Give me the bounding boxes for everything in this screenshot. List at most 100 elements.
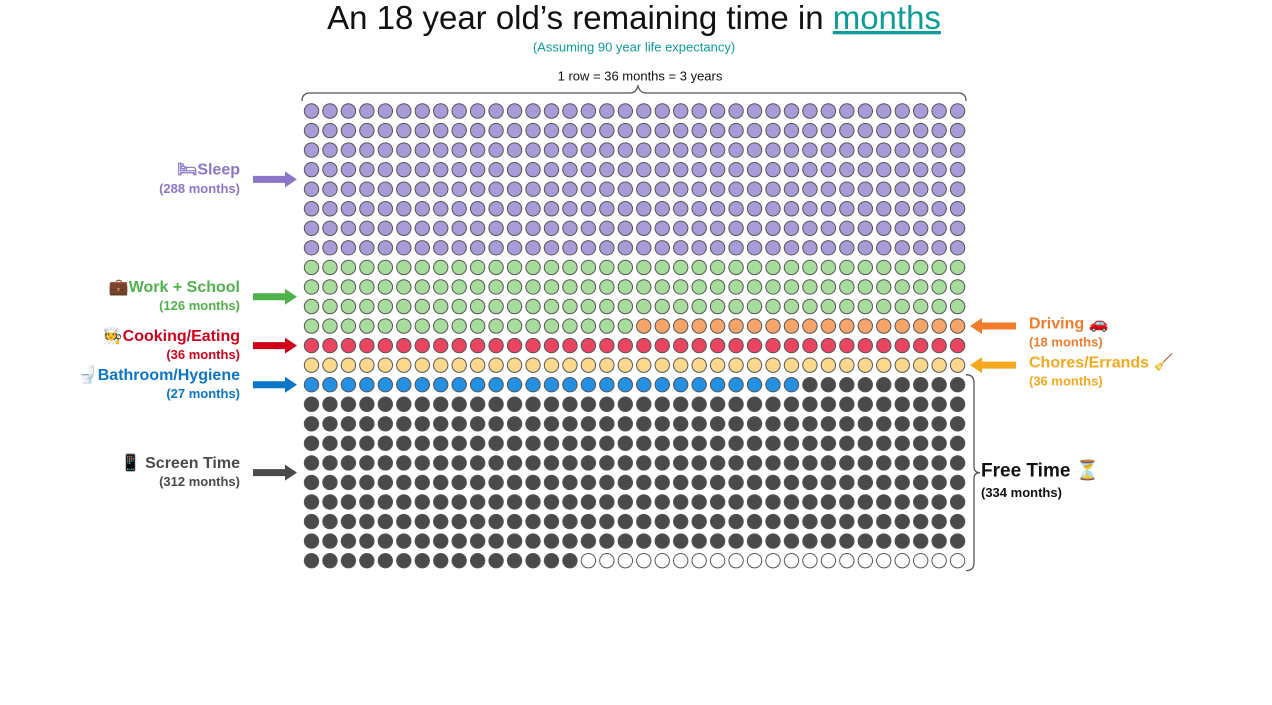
month-dot	[839, 455, 855, 471]
month-dot	[802, 474, 818, 491]
month-dot	[894, 318, 910, 334]
month-dot	[728, 181, 744, 197]
month-dot	[359, 357, 375, 373]
month-dot	[931, 279, 947, 295]
month-dot	[359, 201, 375, 217]
month-dot	[506, 435, 523, 452]
month-dot	[488, 122, 504, 139]
month-dot	[673, 161, 689, 178]
month-dot	[340, 298, 357, 315]
month-dot	[433, 435, 449, 452]
month-dot	[340, 513, 357, 530]
month-dot	[322, 474, 338, 491]
month-dot	[894, 122, 910, 139]
month-dot	[599, 377, 615, 393]
month-dot	[839, 161, 855, 178]
month-dot	[636, 181, 652, 197]
month-dot	[728, 259, 744, 276]
month-dot	[580, 533, 597, 549]
month-dot	[414, 318, 430, 334]
month-dot	[709, 455, 726, 471]
month-dot	[396, 416, 412, 432]
month-dot	[857, 337, 873, 354]
month-dot	[709, 533, 726, 549]
month-dot	[728, 337, 744, 354]
month-dot	[931, 161, 947, 178]
month-dot	[359, 494, 375, 510]
empty-dot	[802, 552, 818, 569]
month-dot	[414, 240, 430, 256]
month-dot	[340, 259, 357, 276]
month-dot	[488, 455, 504, 471]
free-time-months: (334 months)	[981, 485, 1062, 500]
month-dot	[728, 142, 744, 158]
month-dot	[414, 337, 430, 354]
month-dot	[414, 122, 430, 139]
month-dot	[377, 513, 394, 530]
month-dot	[912, 337, 929, 354]
month-dot	[433, 474, 449, 491]
month-dot	[303, 122, 320, 139]
month-dot	[894, 513, 910, 530]
month-dot	[451, 474, 467, 491]
month-dot	[746, 416, 763, 432]
month-dot	[322, 357, 338, 373]
month-dot	[709, 494, 726, 510]
month-dot	[839, 416, 855, 432]
month-dot	[765, 513, 781, 530]
month-dot	[654, 435, 670, 452]
month-dot	[709, 435, 726, 452]
month-dot	[912, 494, 929, 510]
month-dot	[746, 533, 763, 549]
month-dot	[728, 494, 744, 510]
month-dot	[691, 103, 707, 119]
arrow	[253, 376, 297, 393]
month-dot	[543, 396, 560, 412]
month-dot	[580, 455, 597, 471]
month-dot	[322, 513, 338, 530]
month-dot	[876, 103, 892, 119]
month-dot	[820, 455, 837, 471]
month-dot	[543, 122, 560, 139]
month-dot	[488, 142, 504, 158]
month-dot	[599, 201, 615, 217]
month-dot	[876, 377, 892, 393]
month-dot	[506, 161, 523, 178]
month-dot	[931, 357, 947, 373]
month-dot	[691, 455, 707, 471]
free-time-brace	[965, 374, 981, 572]
month-dot	[949, 201, 966, 217]
month-dot	[396, 357, 412, 373]
month-dot	[912, 474, 929, 491]
month-dot	[691, 240, 707, 256]
month-dot	[340, 318, 357, 334]
month-dot	[636, 298, 652, 315]
month-dot	[765, 533, 781, 549]
month-dot	[599, 357, 615, 373]
month-dot	[673, 337, 689, 354]
month-dot	[802, 181, 818, 197]
month-dot	[636, 161, 652, 178]
month-dot	[580, 298, 597, 315]
month-dot	[783, 201, 800, 217]
month-dot	[433, 142, 449, 158]
month-dot	[433, 298, 449, 315]
month-dot	[691, 201, 707, 217]
month-dot	[543, 474, 560, 491]
title-link[interactable]: months	[833, 0, 941, 36]
month-dot	[636, 103, 652, 119]
month-dot	[691, 494, 707, 510]
month-dot	[525, 103, 541, 119]
empty-dot	[765, 552, 781, 569]
month-dot	[636, 337, 652, 354]
month-dot	[839, 435, 855, 452]
month-dot	[746, 337, 763, 354]
month-dot	[746, 494, 763, 510]
month-dot	[359, 181, 375, 197]
month-dot	[414, 181, 430, 197]
month-dot	[525, 279, 541, 295]
month-dot	[709, 337, 726, 354]
month-dot	[506, 396, 523, 412]
month-dot	[654, 494, 670, 510]
month-dot	[691, 513, 707, 530]
